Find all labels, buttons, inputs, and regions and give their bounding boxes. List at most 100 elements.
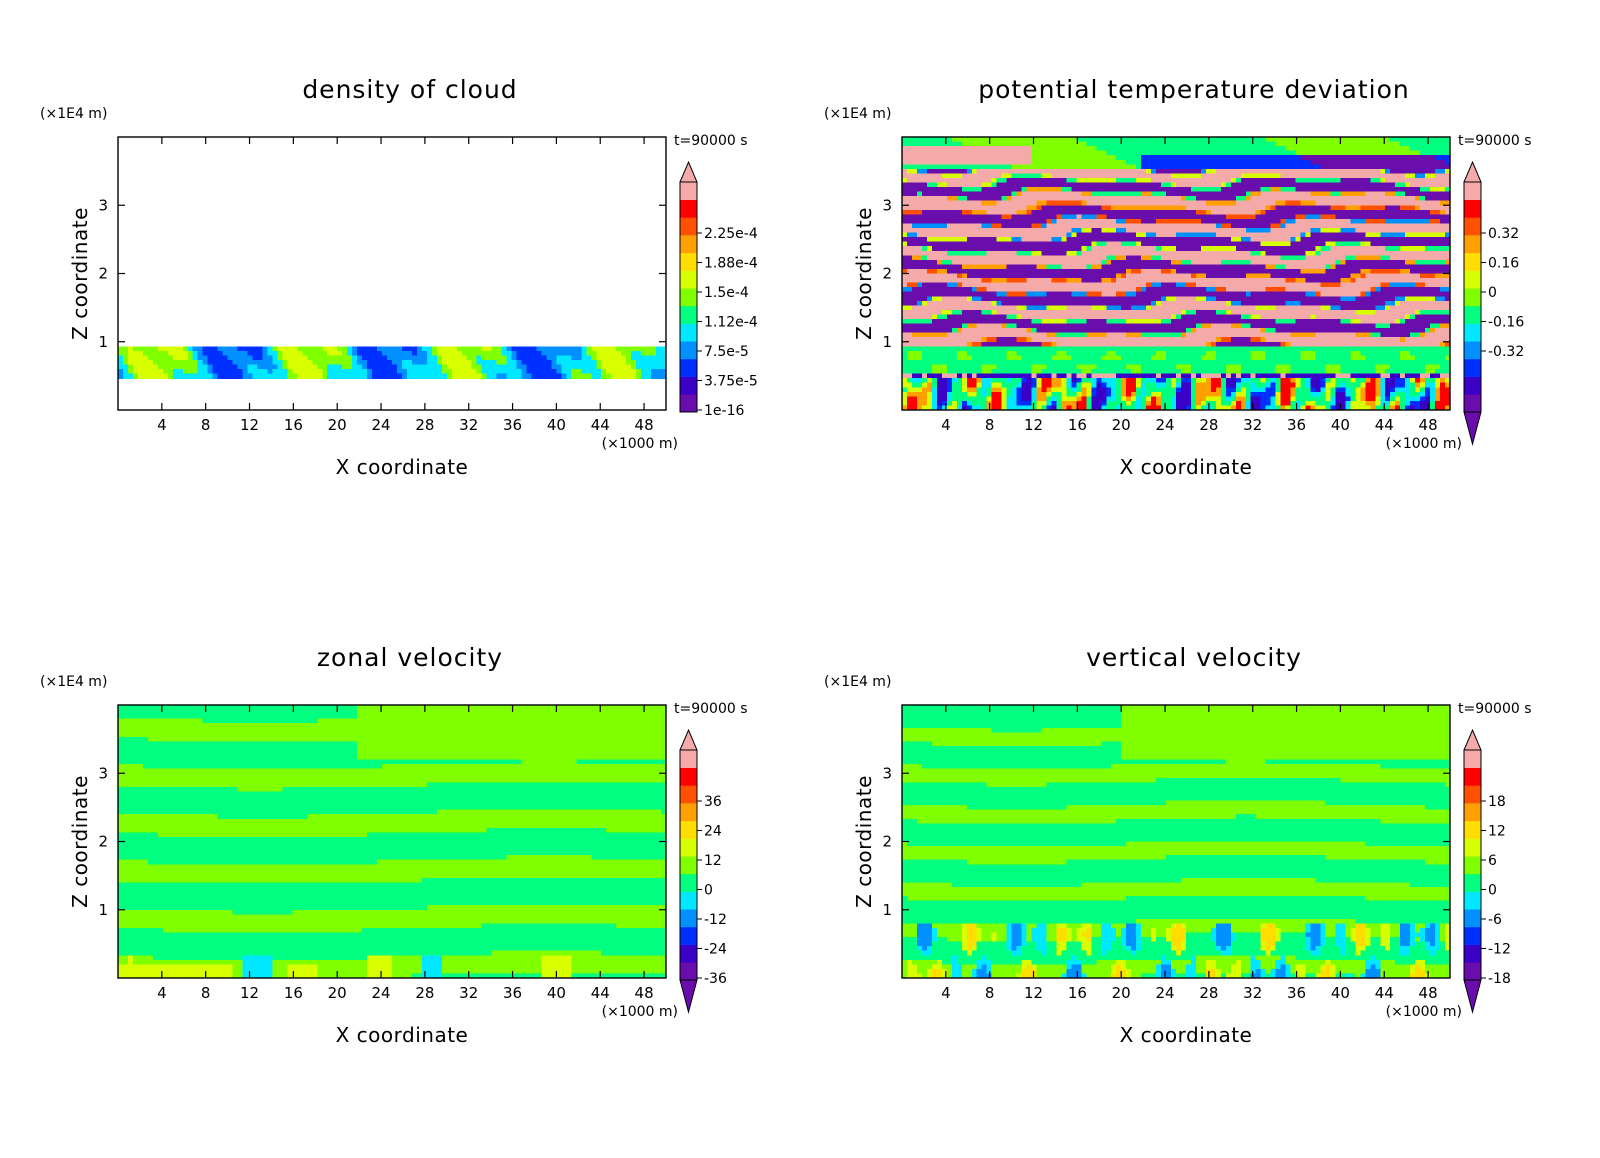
contour-cell xyxy=(1146,314,1152,320)
contour-cell xyxy=(1086,228,1092,234)
contour-cell xyxy=(421,346,428,352)
contour-cell xyxy=(431,364,438,370)
contour-cell xyxy=(576,355,582,361)
contour-cell xyxy=(1205,205,1212,211)
contour-cell xyxy=(1210,378,1217,384)
contour-cell xyxy=(1195,396,1202,402)
contour-cell xyxy=(1210,350,1217,356)
contour-cell xyxy=(1210,359,1217,366)
contour-cell xyxy=(1171,150,1177,156)
contour-cell xyxy=(1046,250,1053,256)
contour-cell xyxy=(1071,305,1077,311)
contour-cell xyxy=(1126,391,1132,397)
contour-cell xyxy=(486,346,493,352)
contour-cell xyxy=(1230,182,1237,188)
contour-cell xyxy=(1096,305,1102,311)
contour-cell xyxy=(936,241,943,247)
contour-cell xyxy=(182,350,189,356)
contour-cell xyxy=(1036,237,1043,243)
contour-cell xyxy=(1240,350,1247,356)
contour-cell xyxy=(1116,191,1122,197)
contour-cell xyxy=(1076,355,1082,361)
contour-cell xyxy=(1190,355,1197,361)
contour-cell xyxy=(976,191,983,197)
contour-cell xyxy=(1141,282,1147,288)
contour-cell xyxy=(1001,309,1008,316)
contour-cell xyxy=(1215,191,1222,197)
contour-cell xyxy=(996,237,1003,243)
contour-cell xyxy=(1126,237,1132,243)
contour-cell xyxy=(1195,323,1202,329)
contour-cell xyxy=(152,369,159,375)
contour-cell xyxy=(1235,273,1242,279)
contour-cell xyxy=(956,232,963,238)
contour-cell xyxy=(1131,155,1137,161)
contour-cell xyxy=(177,364,184,370)
contour-cell xyxy=(981,305,988,311)
contour-cell xyxy=(1185,218,1192,225)
contour-cell xyxy=(257,373,264,379)
contour-cell xyxy=(996,187,1003,193)
contour-cell xyxy=(1235,246,1242,252)
contour-cell xyxy=(1006,264,1013,270)
contour-cell xyxy=(192,350,199,356)
contour-cell xyxy=(1081,237,1087,243)
contour-cell xyxy=(1205,268,1212,275)
contour-cell xyxy=(971,168,978,174)
contour-cell xyxy=(1081,241,1087,247)
contour-cell xyxy=(1096,382,1102,388)
contour-cell xyxy=(902,332,908,338)
contour-cell xyxy=(1026,305,1033,311)
contour-cell xyxy=(1171,328,1177,334)
contour-cell xyxy=(1091,237,1097,243)
contour-cell xyxy=(1190,196,1197,202)
contour-cell xyxy=(911,337,918,343)
contour-cell xyxy=(1111,359,1117,366)
contour-cell xyxy=(1161,196,1167,202)
contour-cell xyxy=(1205,218,1212,225)
contour-cell xyxy=(297,364,303,370)
contour-cell xyxy=(926,332,933,338)
contour-cell xyxy=(1051,332,1058,338)
contour-cell xyxy=(1230,337,1237,343)
contour-cell xyxy=(1086,278,1092,284)
contour-cell xyxy=(1011,268,1018,275)
contour-cell xyxy=(1116,305,1122,311)
contour-cell xyxy=(991,164,998,170)
contour-cell xyxy=(372,364,378,370)
contour-cell xyxy=(986,187,993,193)
contour-cell xyxy=(1131,159,1137,165)
contour-cell xyxy=(1180,228,1187,234)
contour-cell xyxy=(1021,337,1028,343)
contour-cell xyxy=(1235,182,1242,188)
contour-cell xyxy=(1036,246,1043,252)
contour-cell xyxy=(1066,214,1072,220)
contour-cell xyxy=(1111,205,1117,211)
contour-cell xyxy=(1205,223,1212,229)
contour-cell xyxy=(1061,382,1067,388)
contour-cell xyxy=(1086,146,1092,152)
contour-cell xyxy=(961,241,968,247)
contour-cell xyxy=(996,177,1003,184)
contour-cell xyxy=(1031,382,1038,388)
contour-cell xyxy=(926,264,933,270)
contour-cell xyxy=(926,382,933,388)
contour-cell xyxy=(1166,273,1172,279)
contour-cell xyxy=(941,382,948,388)
contour-cell xyxy=(921,296,928,302)
contour-cell xyxy=(1016,405,1023,411)
contour-cell xyxy=(1026,337,1033,343)
contour-cell xyxy=(926,137,933,143)
contour-cell xyxy=(541,369,548,375)
contour-cell xyxy=(1230,396,1237,402)
contour-cell xyxy=(1011,141,1018,147)
contour-cell xyxy=(1011,196,1018,202)
contour-cell xyxy=(1146,177,1152,184)
contour-cell xyxy=(1106,182,1112,188)
contour-cell xyxy=(118,359,124,366)
contour-cell xyxy=(481,359,488,366)
contour-cell xyxy=(931,228,938,234)
contour-cell xyxy=(1240,196,1247,202)
contour-cell xyxy=(1036,391,1043,397)
contour-cell xyxy=(476,359,483,366)
